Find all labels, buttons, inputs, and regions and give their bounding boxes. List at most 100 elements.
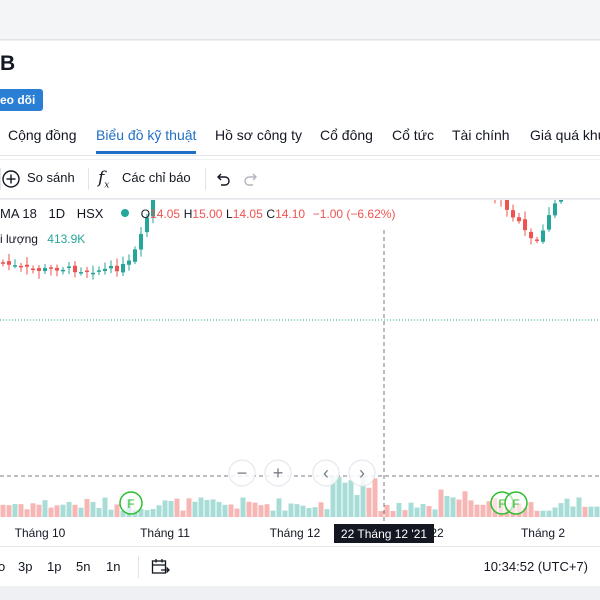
range-button[interactable]: 1n [106,559,121,574]
toolbar-divider [0,168,1,190]
volume-bar [426,506,432,517]
range-button[interactable]: 1p [47,559,62,574]
fx-icon[interactable]: fx [98,168,110,191]
legend-close: 14.10 [275,207,306,221]
volume-bar [564,498,570,517]
legend-open: 14.05 [150,207,181,221]
volume-bar [546,510,552,517]
volume-bar [558,503,564,517]
zoom-in-icon: + [273,463,284,483]
zoom-in-button[interactable] [264,459,292,487]
volume-bar [306,508,312,517]
event-marker-label: F [512,497,519,511]
event-marker [119,491,143,515]
candle-body [139,233,143,250]
candle-body [547,215,551,230]
volume-bar [588,506,594,517]
candle-body [559,200,563,202]
price-chart[interactable]: − + ‹ › F F F Tháng 10 Tháng 11 Tháng 12 22 Tháng 2… [0,200,600,546]
volume-bar [300,505,306,517]
volume-bar [36,504,42,517]
tab-company-profile[interactable]: Hồ sơ công ty [215,127,302,143]
volume-bar [42,500,48,517]
candle-body [511,210,515,218]
candle-body [103,268,107,272]
indicators-button[interactable]: Các chỉ báo [122,170,191,185]
volume-bar [204,499,210,517]
volume-bar [540,510,546,517]
undo-icon[interactable] [214,171,232,187]
legend-low: 14.05 [232,207,263,221]
candle-body [151,200,155,217]
scroll-right-icon: › [359,463,365,483]
volume-bar [0,504,6,517]
x-axis-label: Tháng 2 [521,526,565,540]
scroll-left-button[interactable] [312,459,340,487]
redo-icon[interactable] [242,171,260,187]
zoom-out-button[interactable] [228,459,256,487]
tab-financials[interactable]: Tài chính [452,127,510,143]
plus-circle-icon[interactable] [2,170,20,188]
range-button[interactable]: 5n [76,559,91,574]
candle-body [91,272,95,275]
legend-open-label: O [140,207,151,221]
stock-ticker: B [0,52,16,75]
volume-bar [372,478,378,517]
follow-button[interactable]: eo dõi [0,89,44,111]
active-tab-indicator [96,151,196,154]
volume-bar [120,510,126,517]
volume-bar [390,510,396,517]
legend-high: 15.00 [192,207,223,221]
volume-bar [288,503,294,517]
volume-bar [330,475,336,517]
candle-body [121,263,125,273]
candle-body [55,267,59,271]
chart-toolbar: So sánh fx Các chỉ báo [0,160,600,199]
candle-body [85,270,89,273]
volume-bar [486,501,492,517]
candle-body [7,261,11,265]
volume-bar [282,510,288,517]
volume-bar [180,510,186,517]
tab-dividends[interactable]: Cổ tức [392,127,435,143]
scroll-left-icon: ‹ [323,463,329,483]
range-button[interactable]: 3p [18,559,33,574]
legend-symbol: MA 18 [0,206,37,221]
volume-bar [186,498,192,517]
page-footer-strip [0,586,600,600]
volume-bar [438,489,444,517]
volume-bar [270,510,276,517]
calendar-goto-icon[interactable] [151,558,171,576]
volume-legend: i lượng 413.9K [0,232,85,246]
toolbar-divider [88,168,89,190]
event-marker-label: F [127,497,134,511]
legend-high-label: H [183,207,193,221]
volume-bar [528,502,534,517]
volume-bar [348,480,354,517]
crosshair-date-badge [334,524,434,543]
volume-bar [594,506,600,517]
tab-price-history[interactable]: Giá quá khứ [530,127,600,143]
candle-body [73,265,77,273]
tab-community[interactable]: Cộng đồng [8,127,77,143]
volume-bar [384,504,390,517]
scroll-right-button[interactable] [348,459,376,487]
volume-bar [420,504,426,517]
stock-header [0,41,600,159]
volume-bar [198,497,204,517]
volume-bar [216,501,222,517]
zoom-out-icon: − [237,463,248,483]
candle-body [19,265,23,268]
volume-bar [30,503,36,517]
volume-bar [294,504,300,517]
tab-shareholders[interactable]: Cổ đông [320,127,373,143]
volume-bar [78,507,84,517]
volume-bar [150,509,156,517]
volume-bar [24,509,30,517]
candle-body [25,264,29,267]
tab-technical-chart[interactable]: Biểu đồ kỹ thuật [96,127,197,143]
volume-bar [66,501,72,517]
range-button[interactable]: o [0,559,6,574]
compare-button[interactable]: So sánh [27,170,75,185]
